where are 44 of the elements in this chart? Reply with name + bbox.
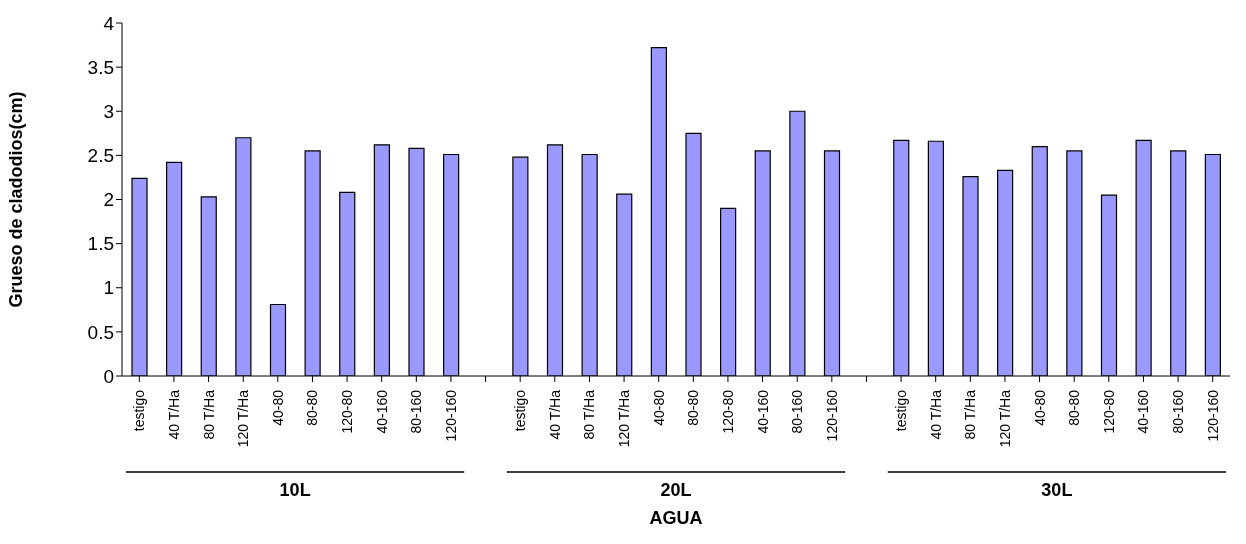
x-tick-label: 40 T/Ha [546, 389, 563, 440]
x-tick-label: 80-160 [408, 389, 425, 434]
x-tick-label: 80-80 [1066, 389, 1083, 426]
y-tick-label: 0 [103, 365, 114, 387]
x-tick-label: 80-160 [1170, 389, 1187, 434]
x-tick-label: testigo [512, 389, 529, 432]
x-tick-label: 40-160 [373, 389, 390, 434]
x-tick-label: 120-80 [719, 389, 736, 434]
y-tick-label: 0.5 [87, 321, 114, 343]
text: 30L [1041, 480, 1073, 500]
x-tick-label: 40 T/Ha [927, 389, 944, 440]
x-tick-label: 120-80 [339, 389, 356, 434]
x-tick-label: 120-160 [823, 389, 840, 442]
x-tick-label: 80 T/Ha [581, 389, 598, 440]
x-tick-label: testigo [893, 389, 910, 432]
x-tick-label: 120-160 [1204, 389, 1221, 442]
x-tick-label: 80-80 [685, 389, 702, 426]
x-tick-label: 120 T/Ha [616, 389, 633, 448]
x-tick-label: 120-160 [442, 389, 459, 442]
x-tick-label: 80 T/Ha [200, 389, 217, 440]
y-tick-label: 3.5 [87, 56, 114, 78]
text: 20L [660, 480, 692, 500]
x-tick-label: 80-160 [789, 389, 806, 434]
text: 10L [279, 480, 311, 500]
y-axis-title: Grueso de cladodios(cm) [6, 91, 27, 308]
x-tick-label: 40-80 [650, 389, 667, 426]
x-tick-label: 40 T/Ha [165, 389, 182, 440]
x-tick-label: 80 T/Ha [962, 389, 979, 440]
y-tick-label: 4 [103, 12, 115, 34]
x-tick-label: 40-80 [269, 389, 286, 426]
x-tick-label: 80-80 [304, 389, 321, 426]
y-tick-label: 1 [103, 277, 114, 299]
x-tick-label: 120 T/Ha [996, 389, 1013, 448]
y-tick-label: 2.5 [87, 145, 114, 167]
x-tick-label: 40-80 [1031, 389, 1048, 426]
x-axis-title: AGUA [649, 508, 703, 528]
x-tick-label: 120 T/Ha [235, 389, 252, 448]
x-tick-label: testigo [131, 389, 148, 432]
x-tick-label: 40-160 [754, 389, 771, 434]
y-tick-label: 2 [103, 189, 114, 211]
x-tick-label: 40-160 [1135, 389, 1152, 434]
y-tick-label: 1.5 [87, 233, 114, 255]
y-tick-label: 3 [103, 101, 114, 122]
x-tick-label: 120-80 [1100, 389, 1117, 434]
